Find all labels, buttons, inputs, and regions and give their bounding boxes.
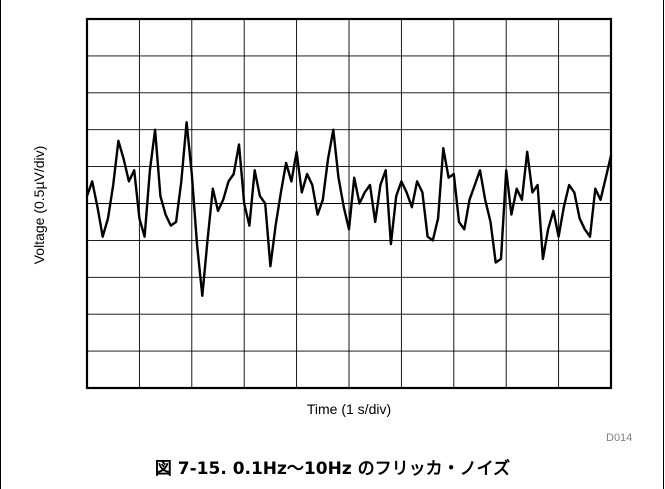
x-axis-label: Time (1 s/div) [307, 401, 391, 417]
document-id: D014 [606, 432, 633, 444]
y-axis-label: Voltage (0.5µV/div) [31, 146, 47, 265]
noise-trace-line [85, 121, 613, 297]
noise-chart: Time (1 s/div) Voltage (0.5µV/div) [31, 17, 613, 417]
chart-grid [87, 19, 611, 388]
plot-area-frame [85, 17, 613, 390]
figure-caption: 図 7-15. 0.1Hz～10Hz のフリッカ・ノイズ [154, 459, 511, 479]
